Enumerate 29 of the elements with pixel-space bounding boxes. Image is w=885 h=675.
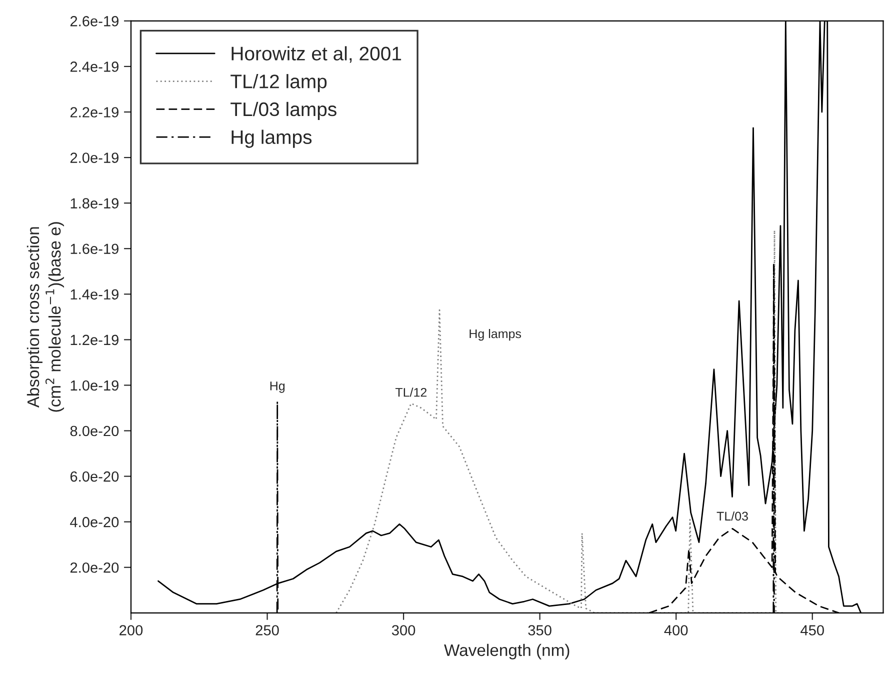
y-tick-label: 1.4e-19 bbox=[70, 289, 118, 300]
x-axis-title: Wavelength (nm) bbox=[444, 644, 570, 660]
y-tick-label: 2.6e-19 bbox=[70, 16, 118, 26]
x-tick-label: 250 bbox=[256, 625, 279, 636]
x-tick-label: 300 bbox=[392, 625, 416, 636]
legend-label: Hg lamps bbox=[232, 130, 312, 148]
y-tick-label: 1.8e-19 bbox=[70, 198, 118, 208]
y-tick-label: 8.0e-20 bbox=[70, 426, 119, 436]
x-tick-label: 200 bbox=[120, 625, 143, 636]
y-tick-label: 2.0e-19 bbox=[70, 152, 118, 163]
x-tick-label: 400 bbox=[664, 625, 688, 636]
y-tick-label: 1.6e-19 bbox=[70, 244, 118, 254]
x-tick-label: 350 bbox=[528, 625, 552, 636]
y-tick-label: 1.0e-19 bbox=[70, 380, 118, 391]
legend-label: TL/03 lamps bbox=[230, 102, 336, 120]
y-tick-label: 6.0e-20 bbox=[70, 471, 119, 482]
legend-label: Horowitz et al, 2001 bbox=[232, 46, 402, 63]
x-tick-label: 450 bbox=[800, 625, 824, 636]
y-tick-label: 1.2e-19 bbox=[70, 334, 118, 346]
y-tick-label: 2.4e-19 bbox=[70, 62, 118, 72]
legend-label: TL/12 lamp bbox=[230, 74, 327, 92]
annotation: TL/03 bbox=[716, 511, 748, 521]
annotation: TL/12 bbox=[395, 388, 427, 397]
y-tick-label: 2.0e-20 bbox=[70, 562, 119, 573]
y-tick-label: 2.2e-19 bbox=[70, 107, 118, 118]
y-tick-label: 4.0e-20 bbox=[70, 516, 119, 528]
annotation: Hg lamps bbox=[470, 328, 522, 341]
annotation: Hg bbox=[270, 382, 285, 393]
y-axis-title: Absorption cross section (cm$^{2}$ molecule$^{−1}$)(base e) bbox=[26, 222, 64, 412]
